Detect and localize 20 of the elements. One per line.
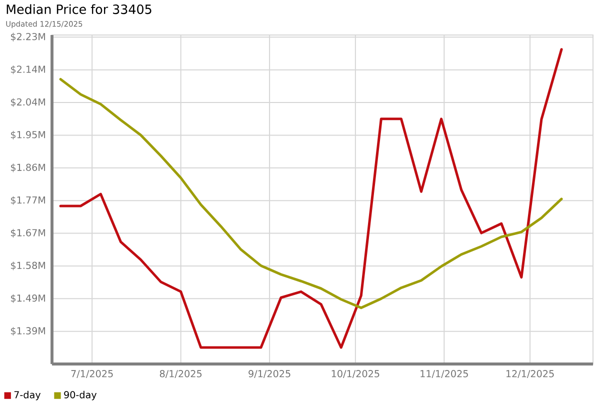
chart-title: Median Price for 33405 <box>6 4 152 14</box>
y-tick-label: $1.86M <box>10 164 46 172</box>
y-tick-label: $2.04M <box>10 98 46 108</box>
y-tick-label: $1.95M <box>10 131 46 140</box>
legend-label: 7-day <box>14 391 41 400</box>
legend-label: 90-day <box>64 391 97 400</box>
x-tick-label: 8/1/2025 <box>160 370 202 378</box>
y-tick-label: $2.14M <box>10 66 46 74</box>
y-tick-label: $1.67M <box>10 229 46 238</box>
y-tick-label: $1.77M <box>10 196 46 206</box>
x-tick-label: 10/1/2025 <box>332 370 380 378</box>
x-tick-label: 12/1/2025 <box>506 370 554 378</box>
y-tick-label: $1.39M <box>10 327 46 336</box>
y-tick-label: $1.49M <box>10 294 46 304</box>
x-tick-label: 11/1/2025 <box>420 370 468 378</box>
x-tick-label: 9/1/2025 <box>248 370 290 378</box>
y-tick-label: $1.58M <box>10 262 46 271</box>
y-tick-label: $2.23M <box>10 33 46 42</box>
x-tick-label: 7/1/2025 <box>71 370 113 378</box>
line-series <box>59 78 563 310</box>
